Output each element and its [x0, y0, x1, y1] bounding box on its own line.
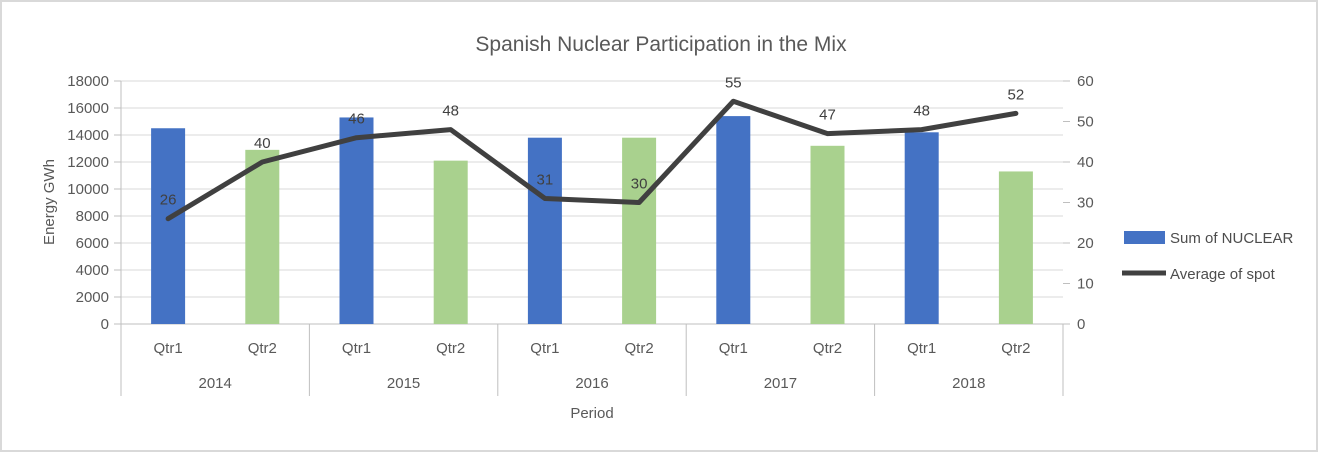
bar[interactable] [527, 137, 562, 324]
svg-text:14000: 14000 [67, 127, 109, 144]
svg-text:4000: 4000 [76, 262, 109, 279]
year-label: 2015 [387, 375, 420, 392]
x-axis-title: Period [570, 405, 613, 422]
data-label: 48 [442, 103, 459, 120]
quarter-label: Qtr2 [813, 340, 842, 357]
bar[interactable] [433, 160, 468, 324]
bar[interactable] [339, 117, 374, 324]
bar[interactable] [998, 171, 1033, 324]
svg-text:40: 40 [1077, 154, 1094, 171]
right-axis-tick-labels: 0 10 20 30 40 50 60 [1077, 73, 1094, 333]
category-axis-labels: Qtr1 Qtr2 Qtr1 Qtr2 Qtr1 Qtr2 Qtr1 Qtr2 Qtr1 Qtr2… [154, 340, 1031, 392]
data-label: 26 [160, 192, 177, 209]
svg-text:0: 0 [101, 316, 109, 333]
data-label: 48 [913, 103, 930, 120]
data-label: 55 [725, 74, 742, 91]
year-label: 2017 [764, 375, 797, 392]
quarter-label: Qtr1 [342, 340, 371, 357]
bar[interactable] [904, 132, 939, 324]
nuclear-bar-series[interactable] [151, 116, 1033, 324]
legend: Sum of NUCLEAR Average of spot [1122, 230, 1294, 283]
svg-text:10: 10 [1077, 276, 1094, 293]
nuclear-series-swatch-icon [1124, 231, 1165, 244]
data-label: 40 [254, 135, 271, 152]
svg-text:20: 20 [1077, 235, 1094, 252]
bar[interactable] [245, 149, 280, 324]
year-label: 2014 [199, 375, 232, 392]
svg-text:6000: 6000 [76, 235, 109, 252]
data-label: 31 [537, 171, 554, 188]
year-label: 2018 [952, 375, 985, 392]
svg-text:30: 30 [1077, 195, 1094, 212]
quarter-label: Qtr1 [530, 340, 559, 357]
spot-line[interactable] [165, 98, 1019, 222]
svg-text:10000: 10000 [67, 181, 109, 198]
svg-text:18000: 18000 [67, 73, 109, 90]
left-axis-tick-labels: 0 2000 4000 6000 8000 10000 12000 14000 16000 180… [67, 73, 109, 333]
bar[interactable] [151, 128, 186, 324]
svg-text:2000: 2000 [76, 289, 109, 306]
svg-text:50: 50 [1077, 114, 1094, 131]
legend-item-nuclear[interactable]: Sum of NUCLEAR [1124, 230, 1294, 247]
data-label: 46 [348, 111, 365, 128]
legend-item-spot[interactable]: Average of spot [1122, 266, 1276, 283]
quarter-label: Qtr2 [625, 340, 654, 357]
quarter-label: Qtr2 [436, 340, 465, 357]
data-label: 47 [819, 107, 836, 124]
legend-label-nuclear: Sum of NUCLEAR [1170, 230, 1294, 247]
data-label: 30 [631, 176, 648, 193]
quarter-label: Qtr2 [1001, 340, 1030, 357]
svg-text:60: 60 [1077, 73, 1094, 90]
quarter-label: Qtr2 [248, 340, 277, 357]
svg-text:8000: 8000 [76, 208, 109, 225]
bar[interactable] [810, 145, 845, 324]
svg-text:0: 0 [1077, 316, 1085, 333]
spot-line-series[interactable] [165, 98, 1019, 222]
svg-text:12000: 12000 [67, 154, 109, 171]
quarter-label: Qtr1 [154, 340, 183, 357]
data-label: 52 [1008, 86, 1025, 103]
quarter-label: Qtr1 [907, 340, 936, 357]
legend-label-spot: Average of spot [1170, 266, 1276, 283]
y-axis-title: Energy GWh [41, 159, 58, 245]
year-label: 2016 [575, 375, 608, 392]
bar[interactable] [716, 116, 751, 324]
quarter-label: Qtr1 [719, 340, 748, 357]
chart-title: Spanish Nuclear Participation in the Mix [475, 33, 847, 56]
line-data-labels: 26 40 46 48 31 30 55 47 48 52 [160, 74, 1024, 208]
bar[interactable] [622, 137, 657, 324]
svg-text:16000: 16000 [67, 100, 109, 117]
